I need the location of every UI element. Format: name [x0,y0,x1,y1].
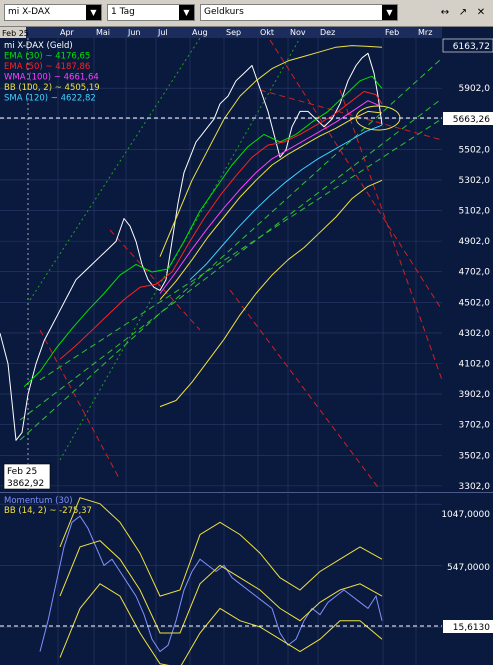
legend-entry: EMA (50) ~ 4187,86 [4,62,90,72]
indicator-legend: Momentum (30)BB (14, 2) ~ -275,37 [4,496,92,516]
current-price-label: 5663,26 [453,115,490,125]
trendline [259,89,443,141]
crosshair-tooltip-date: Feb 25 [7,467,37,477]
series-line-1 [23,75,383,388]
indicator-legend-entry: BB (14, 2) ~ -275,37 [4,506,92,516]
legend-entry: EMA (30) ~ 4176,65 [4,52,90,62]
y-tick-label: 3302,0 [459,482,491,492]
indicator-legend-entry: Momentum (30) [4,496,73,506]
x-tick-label: Aug [192,28,208,37]
period-select[interactable]: 1 Tag ▼ [107,4,195,21]
y-tick-label: 5502,0 [459,145,491,155]
y-tick-label: 4502,0 [459,298,491,308]
crosshair-tooltip [3,463,51,490]
x-tick-label: Sep [226,28,241,37]
y-tick-label: 5902,0 [459,84,491,94]
chevron-down-icon[interactable]: ▼ [179,5,194,20]
trendline [109,229,201,331]
indicator-current-label: 15,6130 [453,623,490,633]
series-line-2 [59,91,383,360]
indicator-line-1 [59,497,383,597]
high-price-box [442,38,493,53]
trendline [29,37,201,301]
x-tick-label: Dez [320,28,335,37]
price-type-select[interactable]: Geldkurs ▼ [200,4,398,21]
series-line-0 [0,52,383,441]
instrument-select-value: mi X-DAX [8,7,51,17]
indicator-tick-high: 1047,0000 [441,510,490,520]
trendlines [19,37,443,491]
x-tick-label: Apr [60,28,75,37]
y-tick-label: 3902,0 [459,390,491,400]
indicator-tick-mid: 547,0000 [447,563,490,573]
trendline [59,37,301,461]
series-line-4 [159,45,383,257]
instrument-select[interactable]: mi X-DAX ▼ [4,4,102,21]
main-panel-background [0,27,493,492]
y-tick-label: 4702,0 [459,268,491,278]
y-tick-label: 5302,0 [459,176,491,186]
y-tick-label: 4102,0 [459,360,491,370]
indicator-panel-background [0,493,493,665]
trendline [229,289,381,491]
legend-entry: WMA (100) ~ 4661,64 [4,73,99,83]
crosshair-date-top: Feb 25 [2,29,29,38]
indicator-line-2 [59,540,383,634]
close-icon[interactable]: ✕ [476,7,486,18]
x-tick-label: Jul [157,28,168,37]
draw-trendline-icon[interactable]: ↗ [458,7,468,18]
legend-entry: SMA (120) ~ 4622,82 [4,94,96,104]
chevron-down-icon[interactable]: ▼ [382,5,397,20]
trendline [19,99,441,421]
legend-entry: mi X-DAX (Geld) [4,41,73,51]
price-type-select-value: Geldkurs [204,7,244,17]
trendline [339,89,443,381]
trendline [19,59,441,441]
chevron-down-icon[interactable]: ▼ [86,5,101,20]
main-series [0,45,383,441]
indicator-series [39,497,383,665]
y-tick-label: 4902,0 [459,237,491,247]
series-line-7 [189,124,383,281]
crosshair-tooltip-value: 3862,92 [7,479,44,489]
toolbar: mi X-DAX ▼ 1 Tag ▼ Geldkurs ▼ ↔ ↗ ✕ [0,0,493,27]
x-tick-label: Mai [96,28,110,37]
series-line-6 [159,179,383,408]
time-axis: Apr Mai Jun Jul Aug Sep Okt Nov Dez Feb Mrz [60,28,432,37]
x-tick-label: Okt [260,28,274,37]
series-line-3 [159,100,383,294]
current-price-box [443,112,493,125]
y-tick-label: 5102,0 [459,207,491,217]
x-tick-label: Feb [385,28,399,37]
legend-entry: BB (100, 2) ~ 4505,19 [4,83,100,93]
x-tick-label: Nov [290,28,306,37]
indicator-current-box [443,620,493,633]
time-axis-strip [0,27,442,38]
crosshair-date-top-box [0,27,26,38]
y-tick-label: 3502,0 [459,451,491,461]
trendline [39,329,121,481]
x-tick-label: Mrz [418,28,432,37]
series-line-5 [159,110,383,300]
y-tick-label: 4302,0 [459,329,491,339]
y-tick-label: 3702,0 [459,421,491,431]
indicator-line-0 [39,515,383,653]
period-select-value: 1 Tag [111,7,135,17]
autoscale-icon[interactable]: ↔ [440,7,450,18]
indicator-line-3 [59,583,383,665]
high-price-label: 6163,72 [453,42,490,52]
trendline [269,39,443,311]
x-tick-label: Jun [127,28,141,37]
